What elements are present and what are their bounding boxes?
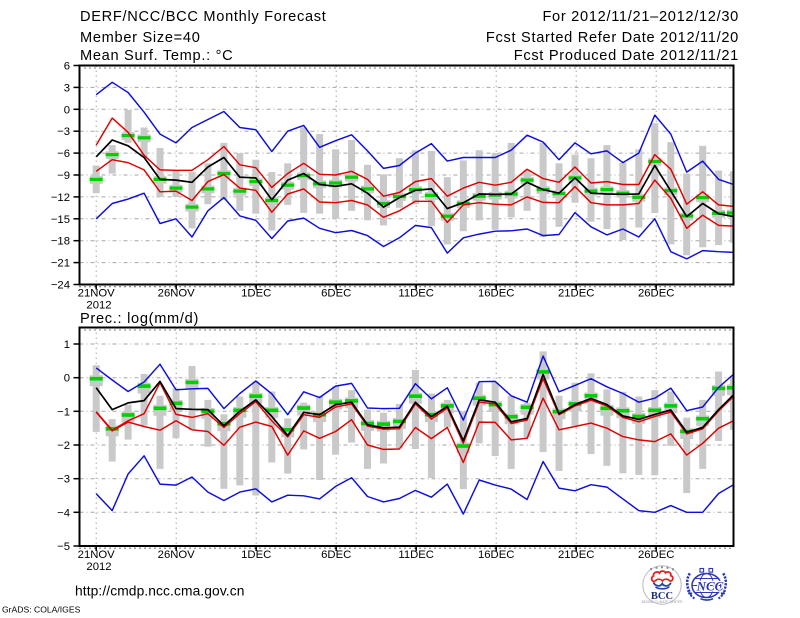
svg-text:−5: −5 <box>57 541 70 553</box>
svg-text:1DEC: 1DEC <box>241 549 271 561</box>
svg-text:−6: −6 <box>57 148 70 160</box>
svg-text:BEIJING CLIMATE CENTER: BEIJING CLIMATE CENTER <box>642 600 684 604</box>
svg-text:−3: −3 <box>57 474 70 486</box>
svg-text:1DEC: 1DEC <box>241 288 271 300</box>
svg-text:0: 0 <box>64 373 70 385</box>
svg-text:DERF/NCC/BCC Monthly Forecast: DERF/NCC/BCC Monthly Forecast <box>80 9 327 25</box>
svg-text:Fcst Started Refer Date 2012/1: Fcst Started Refer Date 2012/11/20 <box>486 30 739 46</box>
svg-text:0: 0 <box>64 104 70 116</box>
svg-text:NCC: NCC <box>696 579 724 594</box>
svg-text:−3: −3 <box>57 126 70 138</box>
svg-text:−9: −9 <box>57 170 70 182</box>
svg-text:NCC: NCC <box>696 579 724 594</box>
svg-text:Member Size=40: Member Size=40 <box>80 30 201 46</box>
svg-text:−4: −4 <box>57 507 70 519</box>
svg-text:1: 1 <box>64 339 70 351</box>
svg-text:6: 6 <box>64 61 70 73</box>
svg-text:21DEC: 21DEC <box>558 288 594 300</box>
svg-text:2012: 2012 <box>86 300 111 312</box>
svg-text:−1: −1 <box>57 406 70 418</box>
svg-text:6DEC: 6DEC <box>321 549 351 561</box>
svg-text:21DEC: 21DEC <box>558 549 594 561</box>
svg-text:http://cmdp.ncc.cma.gov.cn: http://cmdp.ncc.cma.gov.cn <box>75 584 245 599</box>
svg-text:2012: 2012 <box>86 561 111 573</box>
svg-text:−24: −24 <box>51 280 70 292</box>
svg-text:6DEC: 6DEC <box>321 288 351 300</box>
svg-text:26DEC: 26DEC <box>638 549 674 561</box>
svg-text:−18: −18 <box>51 236 70 248</box>
svg-text:26NOV: 26NOV <box>158 288 196 300</box>
svg-text:−2: −2 <box>57 440 70 452</box>
svg-text:GrADS: COLA/IGES: GrADS: COLA/IGES <box>2 605 81 615</box>
svg-text:11DEC: 11DEC <box>398 549 434 561</box>
svg-text:26NOV: 26NOV <box>158 549 196 561</box>
svg-text:Prec.: log(mm/d): Prec.: log(mm/d) <box>80 311 199 327</box>
svg-text:21NOV: 21NOV <box>78 549 116 561</box>
svg-text:16DEC: 16DEC <box>478 288 514 300</box>
svg-text:21NOV: 21NOV <box>78 288 116 300</box>
svg-text:−15: −15 <box>51 214 70 226</box>
svg-text:3: 3 <box>64 82 70 94</box>
svg-text:11DEC: 11DEC <box>398 288 434 300</box>
svg-text:−21: −21 <box>51 258 70 270</box>
svg-text:Fcst Produced Date 2012/11/21: Fcst Produced Date 2012/11/21 <box>514 48 739 64</box>
svg-text:For 2012/11/21‒2012/12/30: For 2012/11/21‒2012/12/30 <box>542 9 739 25</box>
svg-text:16DEC: 16DEC <box>478 549 514 561</box>
svg-text:Mean Surf. Temp.: °C: Mean Surf. Temp.: °C <box>80 48 233 64</box>
svg-text:26DEC: 26DEC <box>638 288 674 300</box>
svg-text:BCC: BCC <box>651 591 673 602</box>
svg-text:−12: −12 <box>51 192 70 204</box>
